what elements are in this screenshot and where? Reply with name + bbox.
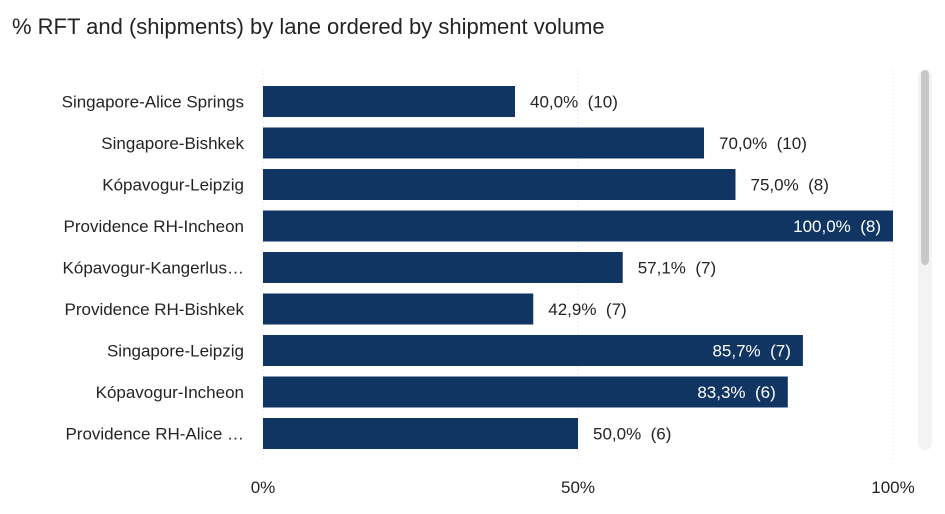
category-label: Providence RH-Incheon xyxy=(64,217,244,236)
bar[interactable] xyxy=(263,252,623,283)
data-label: 57,1% (7) xyxy=(638,259,716,278)
data-label: 75,0% (8) xyxy=(751,176,829,195)
vertical-scrollbar[interactable] xyxy=(918,70,932,450)
bar[interactable] xyxy=(263,210,893,242)
category-label: Providence RH-Alice … xyxy=(65,425,244,444)
category-label: Providence RH-Bishkek xyxy=(64,300,244,319)
data-label: 83,3% (6) xyxy=(697,383,775,402)
category-label: Kópavogur-Kangerlus… xyxy=(63,259,244,278)
bar[interactable] xyxy=(263,169,736,200)
x-tick-label: 0% xyxy=(251,478,276,497)
data-label: 50,0% (6) xyxy=(593,425,671,444)
bar[interactable] xyxy=(263,335,803,366)
bar[interactable] xyxy=(263,418,578,449)
chart-title: % RFT and (shipments) by lane ordered by… xyxy=(12,14,605,39)
scrollbar-thumb[interactable] xyxy=(921,70,929,265)
x-tick-label: 100% xyxy=(871,478,914,497)
bar[interactable] xyxy=(263,127,704,159)
x-axis-ticks: 0% 50% 100% xyxy=(251,478,915,497)
category-label: Singapore-Alice Springs xyxy=(62,93,244,112)
category-label: Singapore-Leipzig xyxy=(107,342,244,361)
category-labels: Singapore-Alice Springs Singapore-Bishkek… xyxy=(62,93,245,444)
data-label: 70,0% (10) xyxy=(719,134,807,153)
category-label: Kópavogur-Leipzig xyxy=(102,176,244,195)
data-label: 85,7% (7) xyxy=(712,342,790,361)
category-label: Singapore-Bishkek xyxy=(101,134,244,153)
bars xyxy=(263,86,893,449)
x-tick-label: 50% xyxy=(561,478,595,497)
bar[interactable] xyxy=(263,86,515,117)
category-label: Kópavogur-Incheon xyxy=(96,383,244,402)
data-label: 40,0% (10) xyxy=(530,93,618,112)
data-labels: 40,0% (10) 70,0% (10) 75,0% (8) 100,0% (8) 5… xyxy=(530,93,881,444)
data-label: 100,0% (8) xyxy=(793,217,881,236)
bar[interactable] xyxy=(263,376,788,408)
bar[interactable] xyxy=(263,293,534,325)
data-label: 42,9% (7) xyxy=(548,300,626,319)
